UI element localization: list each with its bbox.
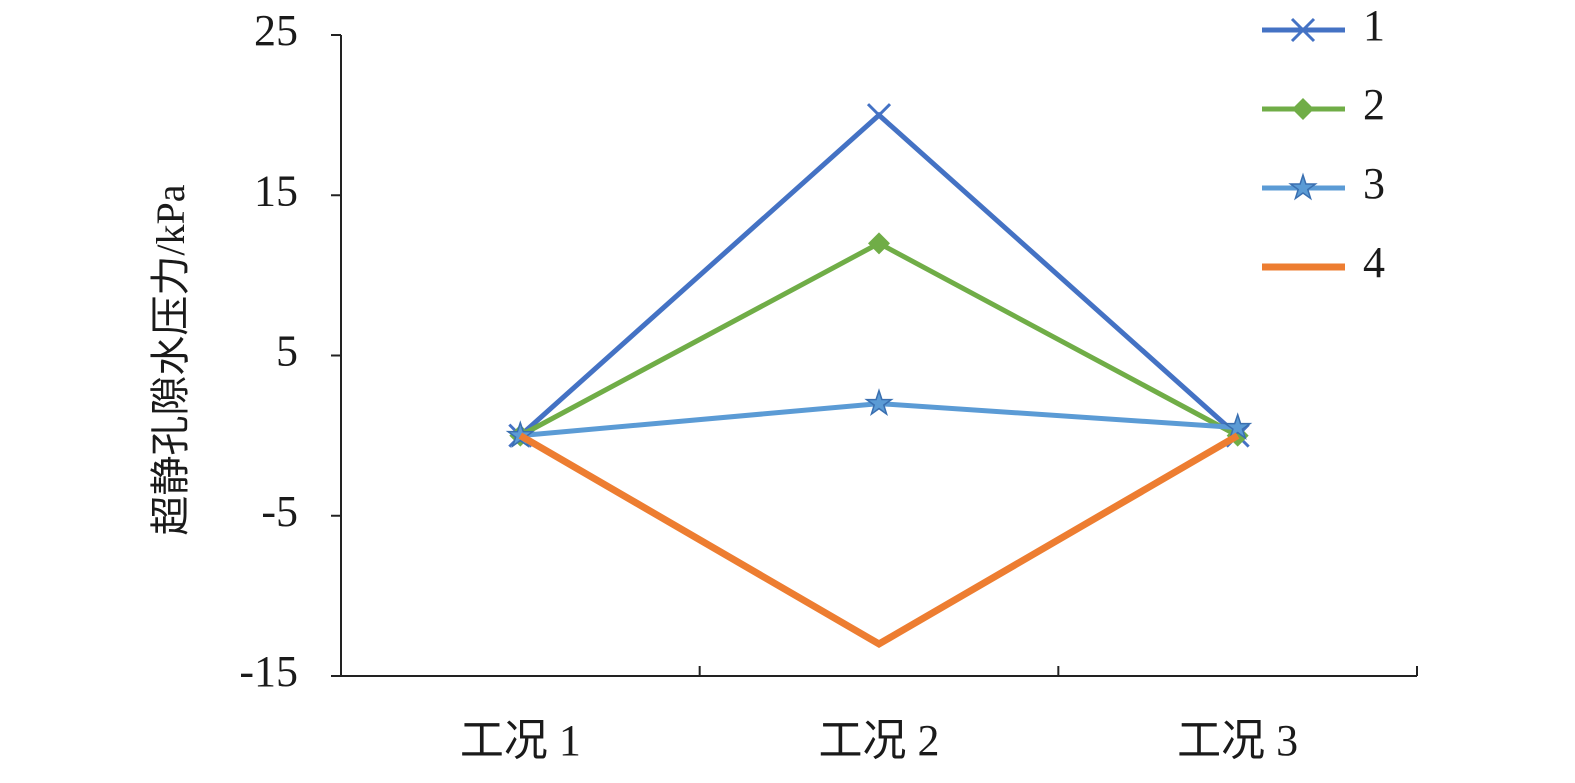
legend-label: 3	[1363, 159, 1385, 208]
series-line	[518, 432, 1240, 648]
marker	[1292, 98, 1314, 120]
y-tick-label: 5	[276, 327, 298, 376]
marker	[866, 103, 892, 128]
y-tick-label: 15	[254, 166, 298, 215]
x-tick-label: 工况 1	[460, 716, 581, 765]
marker	[864, 388, 894, 417]
marker	[1288, 172, 1318, 201]
x-tick-label: 工况 3	[1177, 716, 1298, 765]
series-line	[518, 111, 1240, 438]
marker	[505, 420, 535, 449]
y-tick-label: -15	[239, 647, 298, 696]
legend-label: 1	[1363, 1, 1385, 50]
y-tick-label: 25	[254, 6, 298, 55]
marker	[868, 232, 890, 255]
y-axis-label: 超静孔隙水压力/kPa	[148, 184, 193, 535]
y-tick-label: -5	[261, 487, 298, 536]
legend-label: 4	[1363, 238, 1385, 287]
marker	[1223, 412, 1253, 441]
marker	[1290, 17, 1316, 43]
legend-label: 2	[1363, 80, 1385, 129]
x-tick-label: 工况 2	[819, 716, 940, 765]
